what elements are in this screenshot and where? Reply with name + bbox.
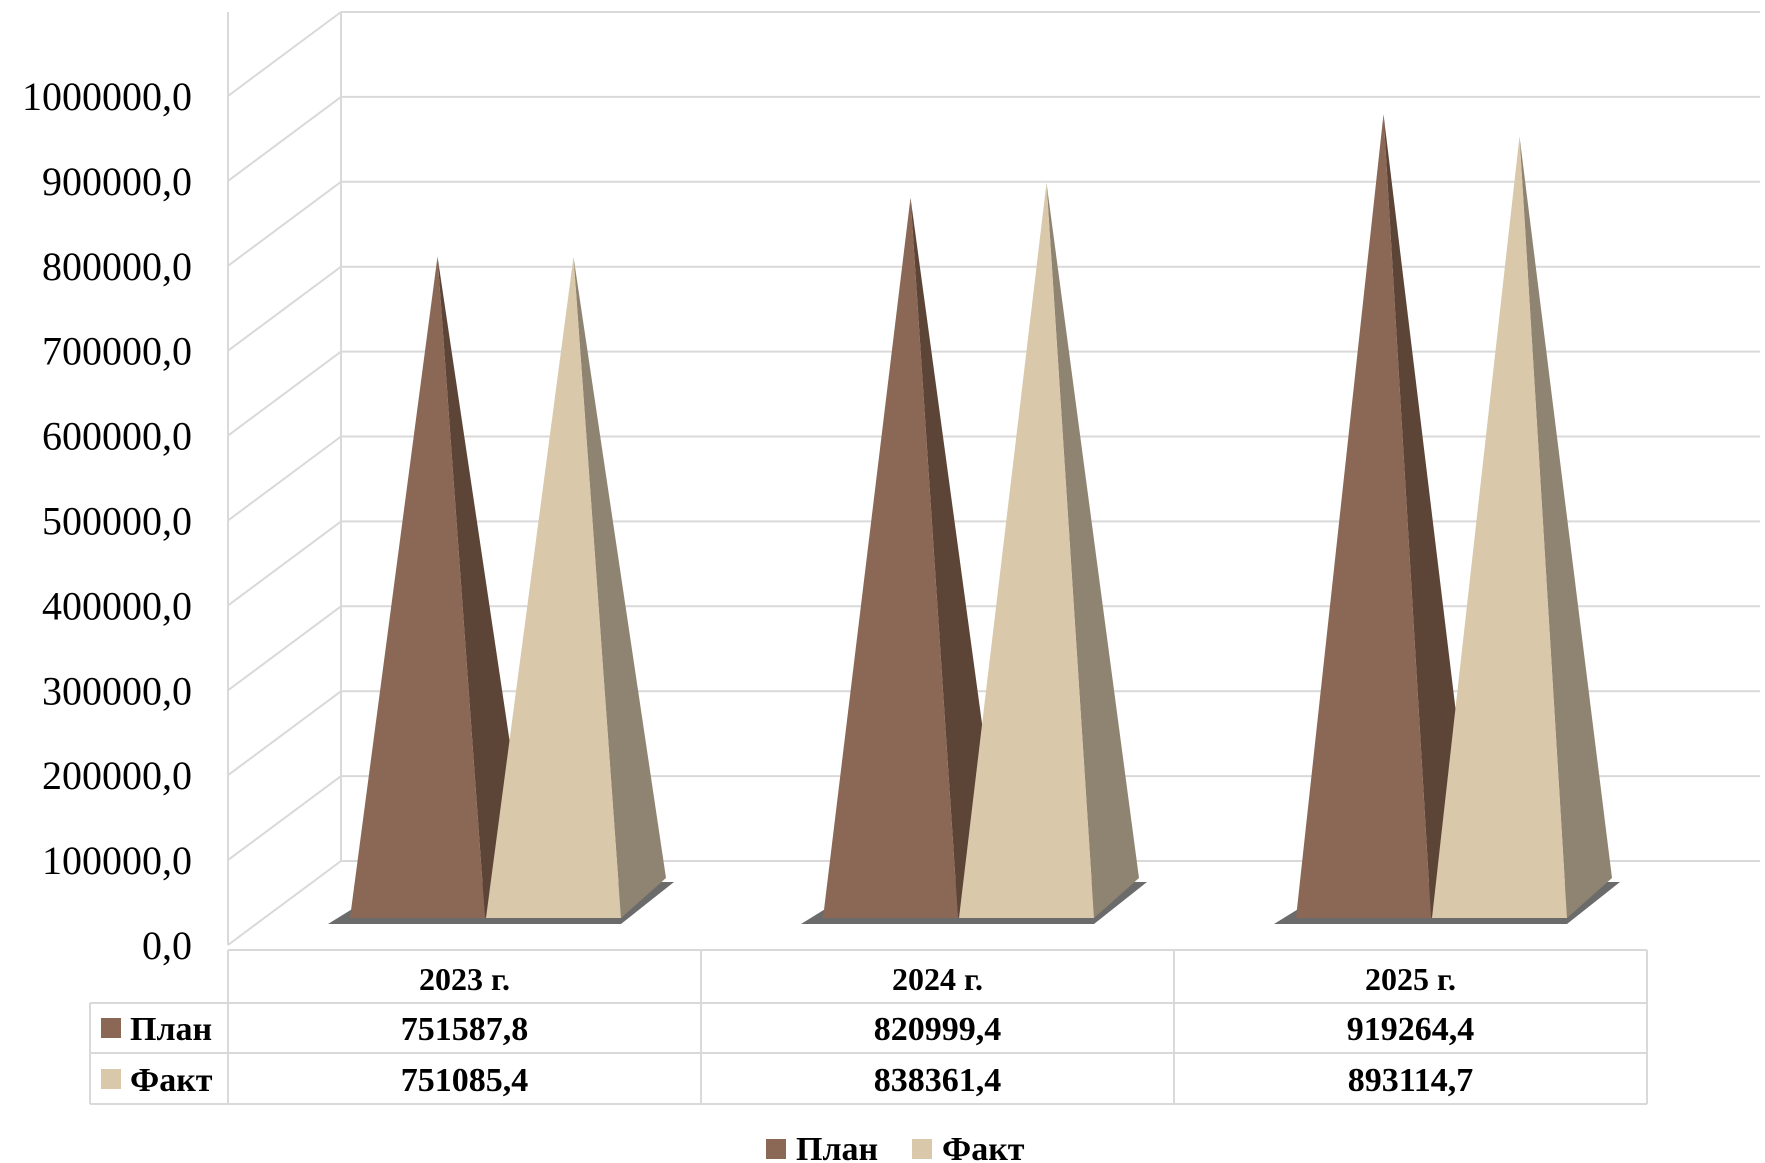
y-tick-label: 1000000,0: [22, 74, 192, 119]
legend-swatch: [766, 1139, 786, 1159]
data-label: 838361,4: [874, 1062, 1002, 1099]
pyramids: [328, 114, 1620, 924]
data-label: 751587,8: [401, 1011, 529, 1048]
gridline-side: [227, 265, 342, 352]
gridline-side: [227, 350, 342, 437]
y-tick-label: 900000,0: [42, 159, 192, 204]
data-table: 2023 г. 2024 г. 2025 г. План 751587,8 820999,…: [89, 949, 1648, 1105]
y-tick-label: 400000,0: [42, 583, 192, 628]
legend: План Факт: [766, 1131, 1025, 1163]
data-label: 893114,7: [1348, 1062, 1474, 1099]
y-tick-label: 300000,0: [42, 668, 192, 713]
pyramid-side: [1519, 136, 1612, 918]
table-series-label: План: [130, 1011, 212, 1048]
gridline-side: [227, 690, 342, 777]
pyramid-front: [350, 256, 485, 918]
y-tick-label: 200000,0: [42, 753, 192, 798]
table-series-label: Факт: [130, 1062, 213, 1099]
y-tick-label: 100000,0: [42, 838, 192, 883]
gridline-side: [227, 520, 342, 607]
y-tick-label: 0,0: [142, 923, 192, 968]
legend-label: Факт: [942, 1131, 1025, 1163]
gridline-side: [227, 11, 342, 97]
pyramid-plan: [1296, 114, 1476, 918]
pyramid-side: [1046, 182, 1139, 918]
gridline-side: [227, 860, 342, 946]
pyramid-side: [1383, 114, 1476, 918]
pyramid-front: [486, 256, 621, 919]
pyramid-fakt: [959, 182, 1139, 918]
table-legend-swatch: [101, 1018, 121, 1038]
y-tick-label: 600000,0: [42, 414, 192, 459]
gridline-side: [227, 96, 342, 182]
pyramid-fakt: [486, 256, 666, 919]
data-label: 751085,4: [401, 1062, 529, 1099]
data-label: 820999,4: [874, 1011, 1002, 1048]
table-legend-swatch: [101, 1069, 121, 1089]
gridline-side: [227, 775, 342, 861]
y-tick-label: 500000,0: [42, 499, 192, 544]
pyramid-plan: [823, 197, 1003, 918]
legend-item: План: [766, 1131, 878, 1163]
pyramid-front: [823, 197, 958, 918]
pyramid-side: [437, 256, 530, 918]
x-category-label: 2023 г.: [419, 961, 510, 997]
gridline-side: [227, 435, 342, 522]
pyramid-front: [959, 182, 1094, 918]
gridline-side: [227, 180, 342, 267]
gridline-side: [227, 605, 342, 692]
y-axis-ticks: 0,0 100000,0 200000,0 300000,0 400000,0 50000…: [22, 74, 192, 968]
y-tick-label: 700000,0: [42, 329, 192, 374]
pyramid-front: [1432, 136, 1567, 918]
x-category-label: 2024 г.: [892, 961, 983, 997]
pyramid-plan: [350, 256, 530, 918]
legend-label: План: [796, 1131, 878, 1163]
y-tick-label: 800000,0: [42, 244, 192, 289]
data-label: 919264,4: [1347, 1011, 1475, 1048]
pyramid-fakt: [1432, 136, 1612, 918]
legend-swatch: [912, 1139, 932, 1159]
x-category-label: 2025 г.: [1365, 961, 1456, 997]
legend-item: Факт: [912, 1131, 1025, 1163]
pyramid-side: [910, 197, 1003, 918]
pyramid-front: [1296, 114, 1431, 918]
pyramid-side: [573, 256, 666, 919]
